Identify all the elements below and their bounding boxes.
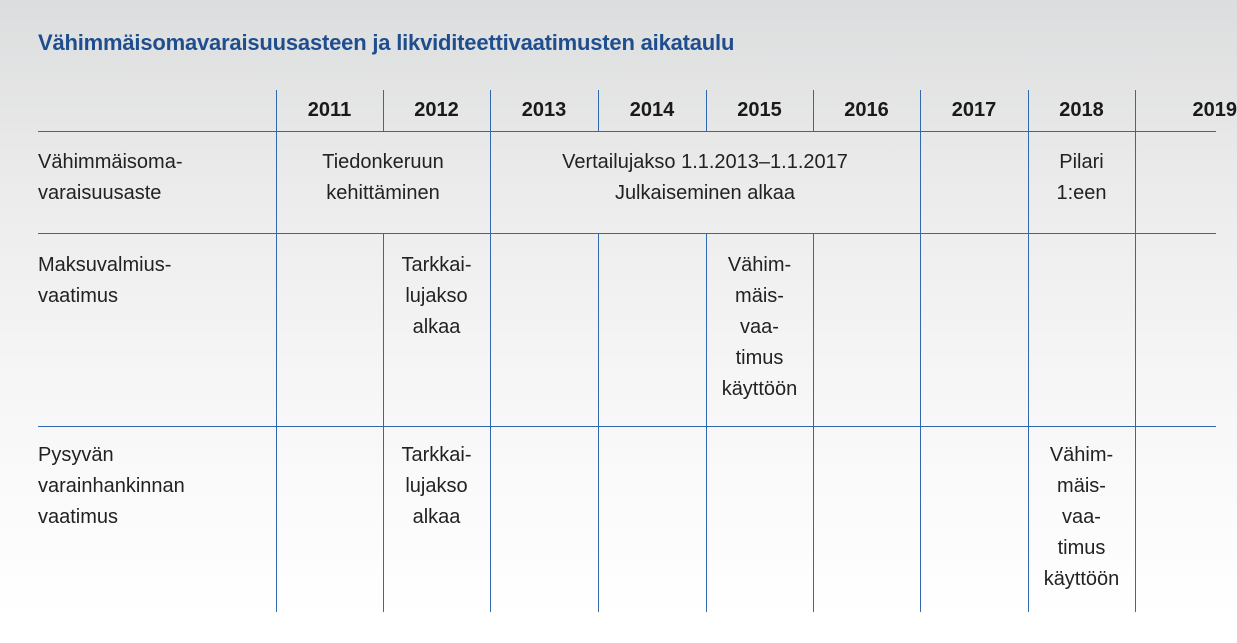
- col-divider: [383, 233, 384, 612]
- cell-monitoring-period-funding: Tarkkai- lujakso alkaa: [401, 444, 472, 528]
- cell-comparison-period: Vertailujakso 1.1.2013–1.1.2017 Julkaise…: [562, 151, 848, 204]
- col-divider: [598, 233, 599, 612]
- row-label-stable-funding-requirement: Pysyvän varainhankinnan vaatimus: [38, 444, 185, 528]
- year-header-2014: 2014: [629, 99, 675, 121]
- year-header-2012: 2012: [414, 99, 459, 121]
- cell-minimum-requirement-funding: Vähim- mäis- vaa- timus käyttöön: [1043, 444, 1120, 590]
- col-divider: [598, 90, 599, 132]
- col-divider: [1028, 90, 1029, 612]
- cell-minimum-requirement-liquidity: Vähim- mäis- vaa- timus käyttöön: [721, 254, 798, 400]
- table-title: Vähimmäisomavaraisuusasteen ja likvidite…: [38, 30, 735, 55]
- row-2-bottom-rule: [38, 426, 1216, 427]
- year-header-2011: 2011: [307, 99, 352, 121]
- year-header-2013: 2013: [521, 99, 567, 121]
- row-label-capital-ratio: Vähimmäisoma- varaisuusaste: [38, 151, 183, 204]
- col-divider: [813, 90, 814, 132]
- cell-monitoring-period-liquidity: Tarkkai- lujakso alkaa: [401, 254, 472, 338]
- year-header-2017: 2017: [951, 99, 997, 121]
- col-divider: [706, 233, 707, 612]
- year-header-2019: 2019: [1192, 99, 1237, 121]
- col-divider: [1135, 90, 1136, 612]
- row-label-liquidity-requirement: Maksuvalmius- vaatimus: [38, 254, 172, 307]
- year-header-2018: 2018: [1059, 99, 1104, 121]
- col-divider: [813, 233, 814, 612]
- cell-pillar-1: Pilari 1:een: [1056, 151, 1107, 204]
- col-divider: [383, 90, 384, 132]
- cell-data-collection: Tiedonkeruun kehittäminen: [322, 151, 444, 204]
- col-divider: [706, 90, 707, 132]
- row-1-bottom-rule: [38, 233, 1216, 234]
- year-header-2015: 2015: [737, 99, 782, 121]
- header-bottom-rule: [38, 131, 1216, 132]
- col-divider: [920, 90, 921, 612]
- year-header-2016: 2016: [844, 99, 889, 121]
- col-divider: [276, 90, 277, 612]
- col-divider: [490, 90, 491, 612]
